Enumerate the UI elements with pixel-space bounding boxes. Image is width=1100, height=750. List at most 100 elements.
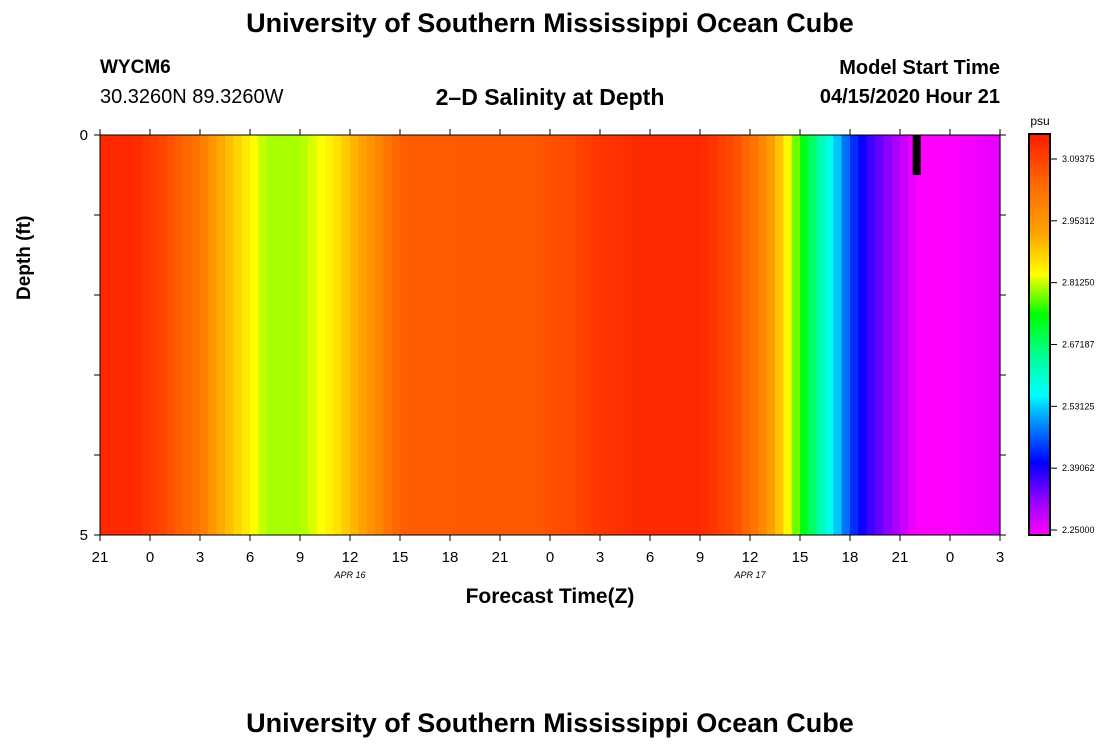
heatmap-column (516, 135, 526, 535)
heatmap-column (500, 135, 509, 535)
heatmap-column (241, 135, 251, 535)
y-axis-ticks: 05 (80, 127, 1006, 544)
heatmap-column (691, 135, 701, 535)
heatmap-column (150, 135, 159, 535)
x-axis-label: Forecast Time(Z) (465, 585, 635, 608)
heatmap-column (633, 135, 643, 535)
heatmap-column (950, 135, 959, 535)
heatmap-column (358, 135, 368, 535)
heatmap-column (816, 135, 826, 535)
heatmap-column (483, 135, 493, 535)
y-tick-label: 0 (80, 127, 88, 144)
heatmap-column (641, 135, 651, 535)
heatmap-column (833, 135, 843, 535)
colorbar-tick-label: 2.95312 (1062, 216, 1095, 226)
heatmap-column (991, 135, 1001, 535)
heatmap-column (533, 135, 543, 535)
heatmap-column (341, 135, 351, 535)
x-tick-label: 12 (742, 549, 759, 566)
colorbar-tick-label: 2.39062 (1062, 463, 1095, 473)
forecast-time-marker (912, 135, 921, 175)
heatmap-column (941, 135, 951, 535)
x-tick-label: 3 (596, 549, 604, 566)
heatmap-column (733, 135, 743, 535)
colorbar-tick-label: 2.67187 (1062, 340, 1095, 350)
heatmap-column (408, 135, 418, 535)
heatmap-column (425, 135, 434, 535)
heatmap-column (650, 135, 659, 535)
heatmap-column (291, 135, 301, 535)
chart-subtitle: 2–D Salinity at Depth (435, 84, 665, 110)
x-tick-label: 0 (946, 549, 954, 566)
heatmap-column (108, 135, 118, 535)
heatmap-column (925, 135, 934, 535)
heatmap-column (475, 135, 484, 535)
heatmap-column (283, 135, 293, 535)
heatmap-column (675, 135, 684, 535)
heatmap-column (600, 135, 609, 535)
date-label: APR 16 (333, 570, 365, 580)
heatmap-column (841, 135, 851, 535)
station-id: WYCM6 (100, 57, 171, 78)
heatmap-column (200, 135, 209, 535)
heatmap-column (866, 135, 876, 535)
heatmap-column (791, 135, 801, 535)
heatmap-column (266, 135, 276, 535)
colorbar-ticks: 3.09375 2.95312 2.81250 2.67187 2.53125 2.390… (1050, 154, 1095, 535)
date-labels: APR 16 APR 17 (333, 570, 766, 580)
heatmap-column (116, 135, 126, 535)
x-tick-label: 3 (196, 549, 204, 566)
x-tick-label: 15 (792, 549, 809, 566)
heatmap-column (391, 135, 401, 535)
heatmap-column (900, 135, 909, 535)
heatmap-column (416, 135, 426, 535)
heatmap-column (875, 135, 884, 535)
heatmap-column (558, 135, 568, 535)
heatmap-column (891, 135, 901, 535)
heatmap-column (191, 135, 201, 535)
heatmap-column (708, 135, 718, 535)
heatmap-column (275, 135, 284, 535)
heatmap-column (308, 135, 318, 535)
x-tick-label: 12 (342, 549, 359, 566)
heatmap-column (183, 135, 193, 535)
heatmap-column (566, 135, 576, 535)
heatmap-column (491, 135, 501, 535)
y-axis-label: Depth (ft) (14, 215, 35, 300)
heatmap-column (325, 135, 334, 535)
heatmap-column (166, 135, 176, 535)
heatmap-column (458, 135, 468, 535)
heatmap-column (158, 135, 168, 535)
date-label: APR 17 (733, 570, 766, 580)
heatmap-column (625, 135, 634, 535)
heatmap-column (133, 135, 143, 535)
heatmap-column (550, 135, 559, 535)
heatmap-column (591, 135, 601, 535)
heatmap-column (450, 135, 459, 535)
heatmap-column (700, 135, 709, 535)
heatmap-cells (100, 135, 1001, 535)
heatmap-column (100, 135, 109, 535)
heatmap-column (400, 135, 409, 535)
heatmap-column (666, 135, 676, 535)
heatmap-column (825, 135, 834, 535)
heatmap-column (975, 135, 984, 535)
heatmap-column (658, 135, 668, 535)
forecast-marker-layer (912, 135, 921, 175)
heatmap-column (258, 135, 268, 535)
heatmap-column (208, 135, 218, 535)
heatmap-column (141, 135, 151, 535)
heatmap-column (616, 135, 626, 535)
heatmap-column (858, 135, 868, 535)
footer-title: University of Southern Mississippi Ocean… (246, 708, 854, 738)
heatmap-column (375, 135, 384, 535)
heatmap-column (883, 135, 893, 535)
colorbar-tick-label: 2.25000 (1062, 525, 1095, 535)
colorbar-units: psu (1030, 114, 1049, 128)
heatmap-column (850, 135, 859, 535)
page-title: University of Southern Mississippi Ocean… (246, 8, 854, 38)
heatmap-column (316, 135, 326, 535)
heatmap-column (741, 135, 751, 535)
x-tick-label: 18 (842, 549, 859, 566)
